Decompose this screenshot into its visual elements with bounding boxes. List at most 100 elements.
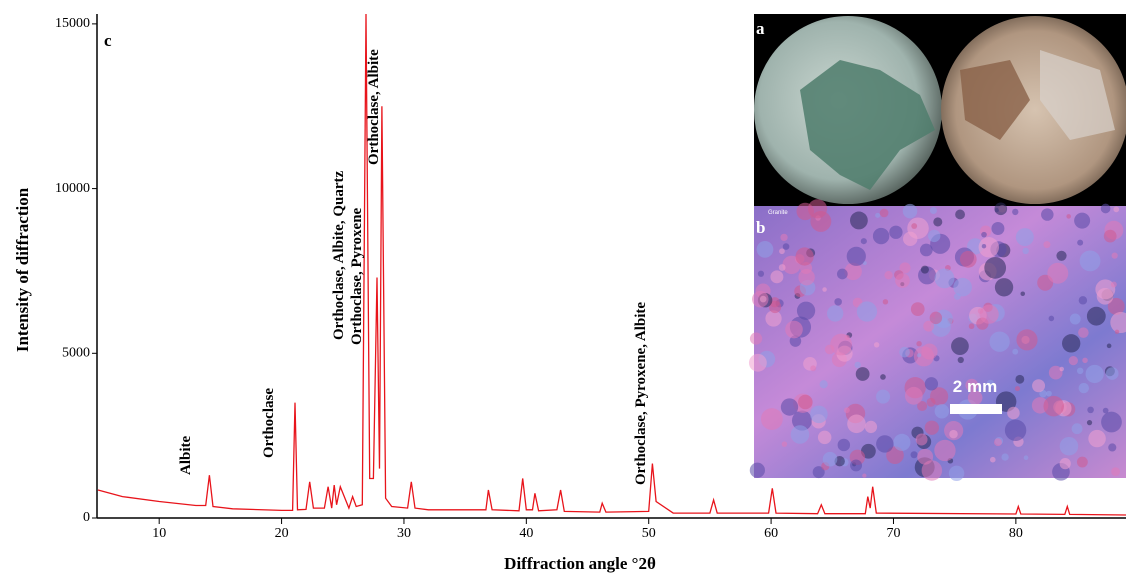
texture-spot xyxy=(1110,311,1126,334)
texture-spot xyxy=(781,441,788,447)
texture-spot xyxy=(843,407,850,414)
texture-spot xyxy=(850,211,868,230)
texture-spot xyxy=(921,460,943,481)
texture-spot xyxy=(879,208,889,218)
texture-spot xyxy=(924,420,940,435)
peak-annotation: Orthoclase, Albite, Quartz xyxy=(331,171,347,340)
texture-spot xyxy=(1048,365,1063,380)
texture-spot xyxy=(1048,315,1055,322)
x-tick-label: 20 xyxy=(275,526,289,541)
texture-spot xyxy=(1079,250,1101,272)
texture-spot xyxy=(836,268,848,280)
texture-spot xyxy=(872,227,890,245)
x-tick-label: 80 xyxy=(1009,526,1023,541)
y-tick-label: 5000 xyxy=(62,346,90,361)
texture-spot xyxy=(986,379,995,388)
texture-spot xyxy=(810,365,817,372)
texture-spot xyxy=(854,361,861,369)
x-tick-label: 10 xyxy=(152,526,166,541)
texture-spot xyxy=(1114,329,1120,334)
texture-spot xyxy=(796,301,816,320)
texture-spot xyxy=(778,264,786,271)
texture-spot xyxy=(875,212,881,218)
texture-spot xyxy=(981,243,987,249)
texture-spot xyxy=(994,202,1008,216)
texture-spot xyxy=(1071,423,1083,435)
texture-spot xyxy=(1111,467,1120,477)
texture-spot xyxy=(1015,228,1034,247)
texture-spot xyxy=(991,222,1005,236)
texture-spot xyxy=(916,341,922,347)
texture-spot xyxy=(1106,343,1112,349)
texture-spot xyxy=(1078,382,1089,394)
texture-spot xyxy=(1087,406,1094,414)
texture-spot xyxy=(1078,296,1088,305)
texture-spot xyxy=(1059,458,1071,470)
texture-spot xyxy=(855,367,870,381)
texture-spot xyxy=(1102,407,1109,414)
texture-spot xyxy=(757,270,765,277)
texture-spot xyxy=(880,374,886,380)
texture-spot xyxy=(979,304,999,324)
texture-spot xyxy=(1047,262,1069,284)
texture-spot xyxy=(1111,252,1118,259)
texture-spot xyxy=(1103,229,1117,243)
texture-spot xyxy=(989,456,996,463)
texture-spot xyxy=(1020,291,1026,297)
texture-spot xyxy=(785,320,803,339)
peak-annotation: Orthoclase, Albite xyxy=(366,49,382,165)
texture-spot xyxy=(910,451,918,459)
texture-spot xyxy=(910,302,925,316)
texture-spot xyxy=(796,202,814,221)
texture-spot xyxy=(1076,456,1088,468)
texture-spot xyxy=(1059,436,1079,456)
thin-section-xpl xyxy=(941,16,1126,204)
texture-spot xyxy=(967,390,983,406)
texture-spot xyxy=(760,408,783,430)
texture-spot xyxy=(846,246,866,266)
texture-spot xyxy=(953,277,972,297)
texture-spot xyxy=(798,394,813,410)
texture-spot xyxy=(1110,281,1117,288)
texture-spot xyxy=(749,462,765,478)
texture-spot xyxy=(934,439,956,462)
texture-spot xyxy=(1062,334,1081,353)
texture-spot xyxy=(1096,287,1114,305)
texture-spot xyxy=(810,405,828,424)
texture-spot xyxy=(911,223,918,229)
texture-spot xyxy=(959,250,977,268)
texture-spot xyxy=(765,310,782,327)
peak-annotation: Orthoclase xyxy=(261,388,277,458)
texture-spot xyxy=(917,448,934,465)
x-axis-label: Diffraction angle °2θ xyxy=(504,554,656,573)
texture-spot xyxy=(994,278,1014,297)
texture-spot xyxy=(1105,367,1119,380)
texture-spot xyxy=(1101,411,1122,433)
texture-spot xyxy=(928,229,941,243)
texture-spot xyxy=(1056,250,1067,261)
texture-spot xyxy=(860,238,867,245)
texture-spot xyxy=(822,451,838,467)
texture-spot xyxy=(926,397,936,407)
texture-spot xyxy=(1007,406,1020,420)
texture-spot xyxy=(886,446,904,464)
texture-spot xyxy=(795,247,814,266)
texture-spot xyxy=(1078,327,1089,338)
texture-spot xyxy=(1043,395,1064,417)
texture-spot xyxy=(978,237,999,258)
texture-spot xyxy=(850,459,863,472)
texture-spot xyxy=(782,243,790,250)
texture-spot xyxy=(1088,429,1106,448)
y-tick-label: 15000 xyxy=(55,16,90,31)
texture-spot xyxy=(917,400,928,412)
texture-spot xyxy=(790,425,810,444)
texture-spot xyxy=(749,332,763,345)
texture-spot xyxy=(899,262,911,274)
mineral-grain xyxy=(800,60,935,190)
texture-spot xyxy=(904,386,923,405)
texture-spot xyxy=(864,420,878,434)
texture-spot xyxy=(748,353,767,372)
texture-spot xyxy=(899,346,910,358)
panel-label: c xyxy=(104,31,112,50)
